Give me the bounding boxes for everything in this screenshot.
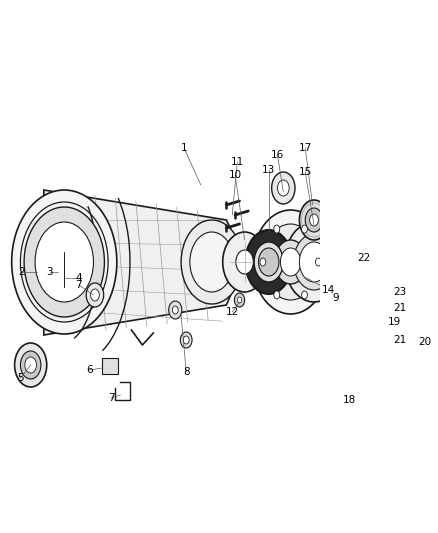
Circle shape: [315, 258, 321, 266]
Circle shape: [190, 232, 233, 292]
Text: 22: 22: [357, 253, 370, 263]
Circle shape: [278, 180, 289, 196]
Circle shape: [169, 301, 182, 319]
Text: 6: 6: [86, 365, 92, 375]
Text: 12: 12: [226, 307, 239, 317]
Text: 21: 21: [393, 303, 407, 313]
Circle shape: [25, 357, 36, 373]
Text: 2: 2: [18, 267, 25, 277]
Text: 13: 13: [262, 165, 276, 175]
Polygon shape: [44, 190, 233, 335]
Circle shape: [245, 230, 292, 294]
Text: 4: 4: [75, 273, 82, 283]
Text: 7: 7: [108, 393, 114, 403]
Circle shape: [310, 214, 318, 226]
Circle shape: [260, 258, 266, 266]
Circle shape: [21, 351, 41, 379]
Circle shape: [293, 234, 335, 290]
Circle shape: [223, 232, 267, 292]
Circle shape: [302, 225, 307, 233]
Circle shape: [24, 207, 104, 317]
Circle shape: [258, 248, 279, 276]
Text: 20: 20: [418, 337, 431, 347]
Text: 11: 11: [231, 157, 244, 167]
Circle shape: [12, 190, 117, 334]
Text: 18: 18: [343, 395, 356, 405]
Circle shape: [237, 297, 242, 303]
Circle shape: [402, 350, 409, 360]
Circle shape: [300, 200, 328, 240]
Circle shape: [183, 336, 189, 344]
Text: 5: 5: [17, 373, 24, 383]
Circle shape: [254, 242, 283, 282]
Circle shape: [302, 291, 307, 299]
Text: 7: 7: [75, 280, 82, 290]
Circle shape: [236, 250, 254, 274]
Circle shape: [253, 210, 328, 314]
FancyBboxPatch shape: [102, 358, 118, 374]
Text: 14: 14: [322, 285, 335, 295]
Text: 10: 10: [229, 170, 242, 180]
Text: 15: 15: [299, 167, 312, 177]
Circle shape: [263, 224, 318, 300]
Circle shape: [86, 283, 104, 307]
Circle shape: [272, 172, 295, 204]
Circle shape: [274, 291, 280, 299]
Circle shape: [14, 343, 47, 387]
Circle shape: [305, 208, 323, 232]
Circle shape: [181, 220, 243, 304]
Circle shape: [91, 289, 99, 301]
Circle shape: [35, 222, 93, 302]
Circle shape: [180, 332, 192, 348]
Text: 8: 8: [183, 367, 190, 377]
Text: 3: 3: [46, 267, 53, 277]
Text: 23: 23: [393, 287, 407, 297]
Text: 21: 21: [393, 335, 407, 345]
Circle shape: [285, 222, 343, 302]
Circle shape: [274, 225, 280, 233]
Text: 16: 16: [271, 150, 284, 160]
Circle shape: [172, 306, 178, 314]
Circle shape: [300, 242, 328, 282]
Circle shape: [394, 303, 402, 313]
Text: 1: 1: [181, 143, 187, 153]
Text: 9: 9: [332, 293, 339, 303]
Text: 17: 17: [299, 143, 312, 153]
Text: 19: 19: [388, 317, 401, 327]
Circle shape: [275, 240, 307, 284]
Circle shape: [234, 293, 245, 307]
Circle shape: [280, 248, 301, 276]
